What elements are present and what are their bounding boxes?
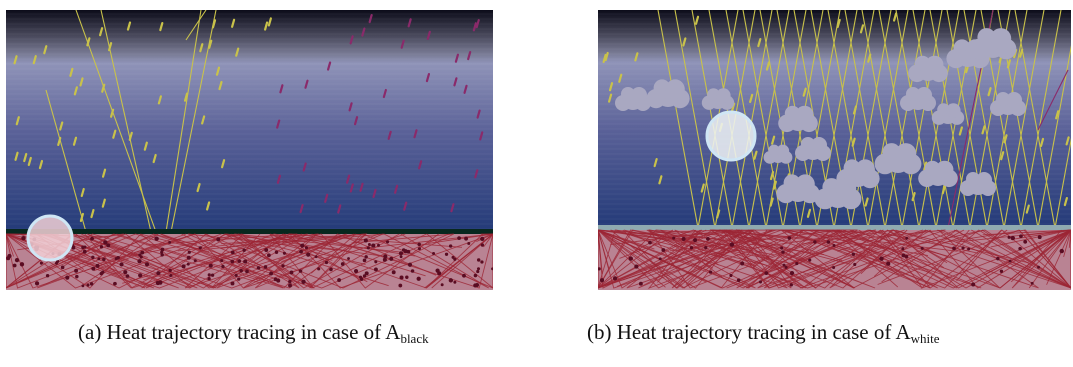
caption-b: (b) Heat trajectory tracing in case of A… xyxy=(587,320,940,347)
infrared-dashes xyxy=(276,13,484,214)
simulation-panel-b xyxy=(598,10,1071,290)
atmosphere xyxy=(6,10,493,232)
caption-b-text: (b) Heat trajectory tracing in case of A xyxy=(587,320,911,344)
heat-particles xyxy=(598,234,1064,287)
sensor-globe xyxy=(705,110,757,162)
caption-a-text: (a) Heat trajectory tracing in case of A xyxy=(78,320,401,344)
simulation-panel-a xyxy=(6,10,493,290)
ground-surface xyxy=(6,229,493,234)
ground-surface xyxy=(598,225,1071,230)
clouds xyxy=(615,28,1026,210)
caption-a: (a) Heat trajectory tracing in case of A… xyxy=(78,320,429,347)
sunlight-rays xyxy=(45,10,217,233)
heat-trajectory-view-b xyxy=(598,10,1071,290)
sensor-globe xyxy=(26,214,74,262)
caption-b-subscript: white xyxy=(910,331,940,346)
heat-trajectory-view-a xyxy=(6,10,493,290)
caption-a-subscript: black xyxy=(400,331,429,346)
